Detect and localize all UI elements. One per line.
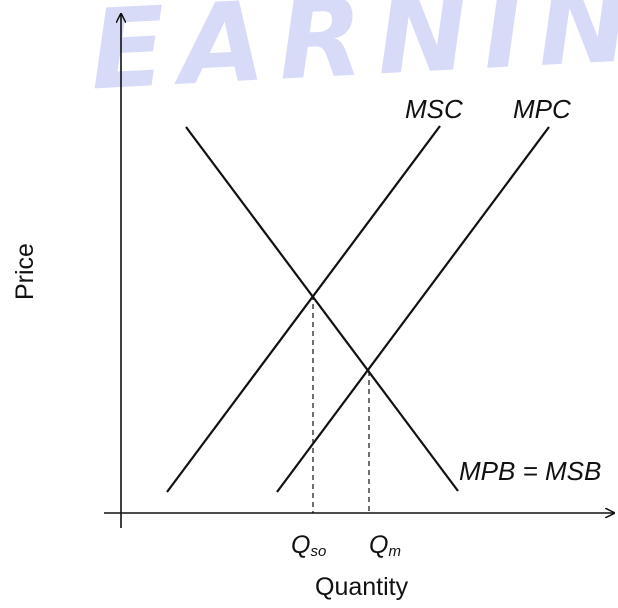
q-so-tick-label: Qso	[291, 531, 327, 560]
mpc-label: MPC	[513, 94, 571, 124]
y-axis-title: Price	[11, 243, 39, 300]
q-m-tick-label: Qm	[369, 531, 401, 560]
msc-curve	[166, 125, 441, 493]
demand-curve	[185, 126, 459, 492]
x-axis-title: Quantity	[315, 573, 409, 601]
mpc-curve	[276, 126, 550, 493]
demand-label: MPB = MSB	[459, 456, 602, 486]
msc-label: MSC	[405, 94, 463, 124]
